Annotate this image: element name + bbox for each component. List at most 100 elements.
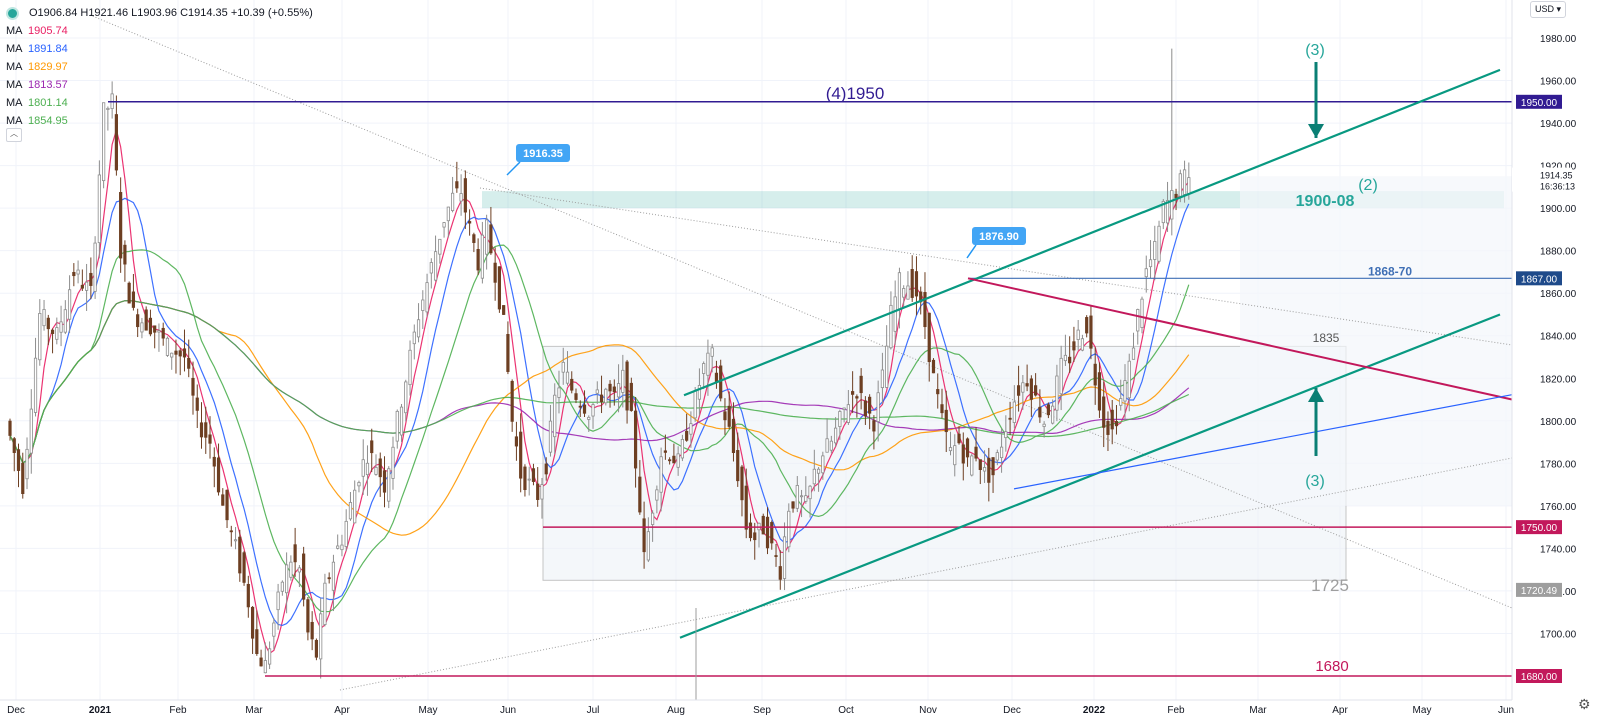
candle-body	[1097, 372, 1102, 411]
candle-body	[710, 347, 714, 357]
candle-body	[319, 613, 323, 660]
candle-body	[119, 192, 123, 259]
time-tick-label: 2021	[89, 705, 112, 716]
time-tick-label: Aug	[667, 705, 685, 716]
candle-body	[438, 238, 442, 255]
candle-body	[668, 459, 672, 462]
candle-body	[531, 468, 536, 482]
candle-body	[1136, 309, 1140, 332]
ma-legend-value: 1801.14	[28, 97, 68, 109]
ma-legend-row[interactable]: MA 1891.84	[6, 40, 313, 58]
candle-body	[910, 269, 914, 298]
candle-body	[42, 309, 46, 327]
currency-selector[interactable]: USD ▾	[1530, 1, 1567, 18]
candle-body	[1187, 177, 1191, 194]
time-tick-label: May	[419, 705, 438, 716]
candle-body	[1123, 380, 1127, 402]
candle-body	[953, 445, 957, 466]
candle-body	[621, 369, 625, 393]
candle-body	[93, 242, 97, 292]
candle-body	[29, 408, 33, 454]
candle-body	[140, 322, 144, 333]
candle-body	[923, 292, 927, 328]
candle-body	[1068, 356, 1072, 364]
drawing-layer-front: (4)1950 1868-70 1680 1900-08 1835 1725 (3) (2) (…	[108, 42, 1521, 717]
callout-label: 1876.90	[979, 231, 1019, 243]
candle-body	[906, 285, 910, 300]
symbol-status-icon[interactable]	[6, 6, 19, 20]
candle-body	[791, 501, 795, 509]
candle-body	[655, 489, 659, 501]
candle-body	[578, 405, 582, 408]
candle-body	[127, 282, 131, 304]
settings-gear-icon[interactable]: ⚙	[1578, 696, 1591, 712]
price-tick-label: 1980.00	[1540, 34, 1577, 45]
candle-body	[1114, 421, 1119, 427]
price-tick-label: 1840.00	[1540, 332, 1577, 343]
candle-body	[527, 478, 531, 481]
price-tick-label: 1880.00	[1540, 247, 1577, 258]
price-axis-tag	[1516, 94, 1562, 109]
time-tick-label: Dec	[1003, 705, 1021, 716]
candle-body	[59, 321, 63, 333]
candle-body	[433, 251, 438, 281]
candle-body	[161, 327, 165, 339]
candle-body	[67, 289, 72, 320]
ma-legend-row[interactable]: MA 1813.57	[6, 76, 313, 94]
candle-body	[1144, 268, 1148, 278]
candle-body	[944, 409, 948, 433]
candle-body	[442, 222, 446, 228]
candle-body	[123, 244, 127, 265]
candle-body	[787, 510, 791, 548]
candle-body	[353, 489, 357, 524]
candle-body	[1157, 225, 1161, 262]
candle-body	[178, 350, 182, 357]
candle-body	[208, 434, 212, 444]
wave-arrow-down-head	[1308, 124, 1324, 138]
legend-collapse-chevron-icon[interactable]: ︿	[6, 128, 22, 142]
candle-body	[1029, 378, 1033, 400]
candle-body	[816, 468, 821, 474]
candle-body	[327, 577, 331, 580]
candle-body	[582, 404, 587, 414]
candle-body	[842, 407, 846, 410]
ma-legend-row[interactable]: MA 1905.74	[6, 22, 313, 40]
candle-body	[540, 484, 544, 500]
candle-body	[957, 433, 961, 444]
ma-legend-value: 1854.95	[28, 115, 68, 127]
candle-body	[170, 352, 174, 358]
price-axis[interactable]: 1700.001720.001740.001760.001780.001800.…	[1511, 0, 1600, 700]
candle-body	[429, 262, 433, 274]
price-tick-label: 1740.00	[1540, 544, 1577, 555]
candle-body	[544, 463, 548, 475]
ma-legend-row[interactable]: MA 1829.97	[6, 58, 313, 76]
candle-body	[1174, 193, 1178, 199]
candle-body	[872, 420, 876, 432]
candle-body	[736, 450, 740, 482]
moving-average-line	[9, 244, 1190, 613]
candle-body	[89, 272, 93, 286]
candle-body	[472, 234, 476, 243]
candle-body	[693, 390, 697, 419]
candle-body	[863, 400, 867, 417]
callout-pointer	[966, 244, 977, 259]
ma-legend-label: MA	[6, 61, 23, 73]
candle-body	[497, 266, 502, 310]
price-tick-label: 1800.00	[1540, 417, 1577, 428]
candle-body	[868, 396, 872, 414]
candle-body	[157, 330, 161, 333]
time-axis[interactable]: Dec 2021 Feb Mar Apr May Jun Jul Aug Sep Oct Nov Dec…	[0, 699, 1514, 717]
candle-body	[595, 389, 599, 394]
candle-body	[153, 325, 157, 333]
candle-body	[1046, 404, 1050, 416]
price-axis-tag	[1516, 582, 1562, 597]
ma-legend-row[interactable]: MA 1801.14	[6, 94, 313, 112]
candle-body	[267, 648, 272, 665]
candle-body	[612, 386, 616, 393]
ohlc-values: O1906.84 H1921.46 L1903.96 C1914.35 +10.…	[29, 7, 313, 19]
candle-body	[1072, 341, 1076, 351]
candle-body	[638, 476, 642, 513]
ma-legend-row[interactable]: MA 1854.95	[6, 112, 313, 130]
price-tick-label: 1920.00	[1540, 162, 1577, 173]
